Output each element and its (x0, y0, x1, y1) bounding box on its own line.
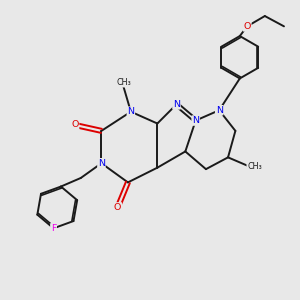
Text: F: F (51, 224, 56, 233)
Text: O: O (244, 22, 251, 31)
Text: N: N (98, 159, 105, 168)
Text: O: O (71, 121, 79, 130)
Text: N: N (173, 100, 180, 109)
Text: N: N (128, 107, 134, 116)
Text: CH₃: CH₃ (247, 162, 262, 171)
Text: O: O (114, 203, 121, 212)
Text: CH₃: CH₃ (116, 78, 131, 87)
Text: N: N (216, 106, 223, 115)
Text: N: N (192, 116, 199, 125)
